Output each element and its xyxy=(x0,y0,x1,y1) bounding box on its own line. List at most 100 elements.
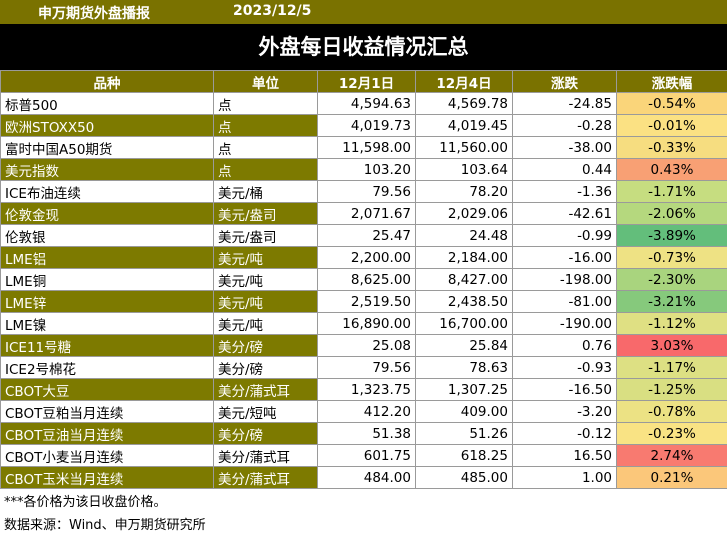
table-row: 欧洲STOXX50 点 4,019.73 4,019.45 -0.28 -0.01% xyxy=(0,114,727,137)
cell-curr-close: 2,438.50 xyxy=(415,290,513,313)
cell-change-pct: -3.89% xyxy=(616,224,727,247)
table-row: LME锌 美元/吨 2,519.50 2,438.50 -81.00 -3.21% xyxy=(0,290,727,313)
cell-curr-close: 409.00 xyxy=(415,400,513,423)
cell-change-pct: -1.25% xyxy=(616,378,727,401)
col-header-change: 涨跌 xyxy=(512,70,617,93)
table-row: CBOT豆油当月连续 美分/磅 51.38 51.26 -0.12 -0.23% xyxy=(0,422,727,445)
cell-change: 0.76 xyxy=(512,334,617,357)
cell-unit: 美元/吨 xyxy=(213,268,318,291)
cell-change-pct: -0.73% xyxy=(616,246,727,269)
cell-name: ICE布油连续 xyxy=(0,180,214,203)
cell-name: CBOT玉米当月连续 xyxy=(0,466,214,489)
cell-prev-close: 2,519.50 xyxy=(317,290,416,313)
cell-change: -24.85 xyxy=(512,92,617,115)
table-header-row: 品种 单位 12月1日 12月4日 涨跌 涨跌幅 xyxy=(0,70,727,93)
cell-change-pct: -3.21% xyxy=(616,290,727,313)
cell-change-pct: -1.71% xyxy=(616,180,727,203)
cell-curr-close: 4,569.78 xyxy=(415,92,513,115)
cell-change: -16.00 xyxy=(512,246,617,269)
table-row: CBOT大豆 美分/蒲式耳 1,323.75 1,307.25 -16.50 -1.25% xyxy=(0,378,727,401)
cell-change-pct: 2.74% xyxy=(616,444,727,467)
cell-curr-close: 51.26 xyxy=(415,422,513,445)
cell-change: 16.50 xyxy=(512,444,617,467)
cell-change: -0.28 xyxy=(512,114,617,137)
cell-prev-close: 4,594.63 xyxy=(317,92,416,115)
cell-curr-close: 4,019.45 xyxy=(415,114,513,137)
cell-prev-close: 2,200.00 xyxy=(317,246,416,269)
cell-name: 伦敦金现 xyxy=(0,202,214,225)
cell-prev-close: 25.47 xyxy=(317,224,416,247)
cell-change: -0.12 xyxy=(512,422,617,445)
cell-change-pct: 3.03% xyxy=(616,334,727,357)
table-body: 标普500 点 4,594.63 4,569.78 -24.85 -0.54% 欧洲STOX… xyxy=(0,92,727,489)
cell-change: -1.36 xyxy=(512,180,617,203)
cell-change-pct: -0.78% xyxy=(616,400,727,423)
page-title: 外盘每日收益情况汇总 xyxy=(0,24,727,70)
cell-prev-close: 11,598.00 xyxy=(317,136,416,159)
table-row: 标普500 点 4,594.63 4,569.78 -24.85 -0.54% xyxy=(0,92,727,115)
cell-prev-close: 484.00 xyxy=(317,466,416,489)
table-row: 伦敦银 美元/盎司 25.47 24.48 -0.99 -3.89% xyxy=(0,224,727,247)
cell-prev-close: 79.56 xyxy=(317,356,416,379)
table-row: 富时中国A50期货点 11,598.00 11,560.00 -38.00 -0.33% xyxy=(0,136,727,159)
col-header-name: 品种 xyxy=(0,70,214,93)
cell-prev-close: 79.56 xyxy=(317,180,416,203)
price-note: ***各价格为该日收盘价格。 xyxy=(4,495,167,510)
cell-curr-close: 25.84 xyxy=(415,334,513,357)
cell-unit: 美元/短吨 xyxy=(213,400,318,423)
summary-table: 品种 单位 12月1日 12月4日 涨跌 涨跌幅 标普500 点 4,594.63 4… xyxy=(0,70,727,489)
cell-unit: 点 xyxy=(213,114,318,137)
cell-unit: 美元/吨 xyxy=(213,290,318,313)
table-row: LME铝 美元/吨 2,200.00 2,184.00 -16.00 -0.73% xyxy=(0,246,727,269)
cell-prev-close: 1,323.75 xyxy=(317,378,416,401)
cell-unit: 美元/盎司 xyxy=(213,202,318,225)
cell-name: LME铝 xyxy=(0,246,214,269)
cell-name: CBOT小麦当月连续 xyxy=(0,444,214,467)
cell-unit: 点 xyxy=(213,92,318,115)
table-row: 伦敦金现 美元/盎司 2,071.67 2,029.06 -42.61 -2.06% xyxy=(0,202,727,225)
cell-curr-close: 2,029.06 xyxy=(415,202,513,225)
cell-change: -0.99 xyxy=(512,224,617,247)
cell-change: -190.00 xyxy=(512,312,617,335)
cell-name: CBOT大豆 xyxy=(0,378,214,401)
table-row: LME铜 美元/吨 8,625.00 8,427.00 -198.00 -2.30% xyxy=(0,268,727,291)
cell-curr-close: 11,560.00 xyxy=(415,136,513,159)
cell-change-pct: -0.01% xyxy=(616,114,727,137)
cell-change-pct: 0.21% xyxy=(616,466,727,489)
cell-name: 伦敦银 xyxy=(0,224,214,247)
cell-curr-close: 618.25 xyxy=(415,444,513,467)
cell-curr-close: 1,307.25 xyxy=(415,378,513,401)
cell-unit: 美分/蒲式耳 xyxy=(213,466,318,489)
cell-change-pct: -2.06% xyxy=(616,202,727,225)
table-row: ICE11号糖 美分/磅 25.08 25.84 0.76 3.03% xyxy=(0,334,727,357)
cell-name: LME铜 xyxy=(0,268,214,291)
cell-curr-close: 78.20 xyxy=(415,180,513,203)
cell-name: ICE11号糖 xyxy=(0,334,214,357)
cell-unit: 美分/蒲式耳 xyxy=(213,444,318,467)
cell-prev-close: 51.38 xyxy=(317,422,416,445)
cell-name: 欧洲STOXX50 xyxy=(0,114,214,137)
brand-label: 申万期货外盘播报 xyxy=(38,6,150,22)
cell-curr-close: 16,700.00 xyxy=(415,312,513,335)
report-date: 2023/12/5 xyxy=(233,3,312,19)
cell-name: CBOT豆粕当月连续 xyxy=(0,400,214,423)
cell-unit: 美元/吨 xyxy=(213,312,318,335)
table-row: ICE2号棉花 美分/磅 79.56 78.63 -0.93 -1.17% xyxy=(0,356,727,379)
col-header-curr: 12月4日 xyxy=(415,70,513,93)
cell-change: -38.00 xyxy=(512,136,617,159)
cell-change-pct: -1.12% xyxy=(616,312,727,335)
col-header-prev: 12月1日 xyxy=(317,70,416,93)
cell-change: -3.20 xyxy=(512,400,617,423)
cell-unit: 美分/蒲式耳 xyxy=(213,378,318,401)
header-bar: 申万期货外盘播报 2023/12/5 xyxy=(0,0,727,24)
table-row: ICE布油连续 美元/桶 79.56 78.20 -1.36 -1.71% xyxy=(0,180,727,203)
cell-prev-close: 601.75 xyxy=(317,444,416,467)
cell-change: 0.44 xyxy=(512,158,617,181)
cell-unit: 美元/吨 xyxy=(213,246,318,269)
cell-change: -81.00 xyxy=(512,290,617,313)
cell-change-pct: -2.30% xyxy=(616,268,727,291)
cell-curr-close: 8,427.00 xyxy=(415,268,513,291)
cell-prev-close: 25.08 xyxy=(317,334,416,357)
cell-change: -16.50 xyxy=(512,378,617,401)
col-header-unit: 单位 xyxy=(213,70,318,93)
